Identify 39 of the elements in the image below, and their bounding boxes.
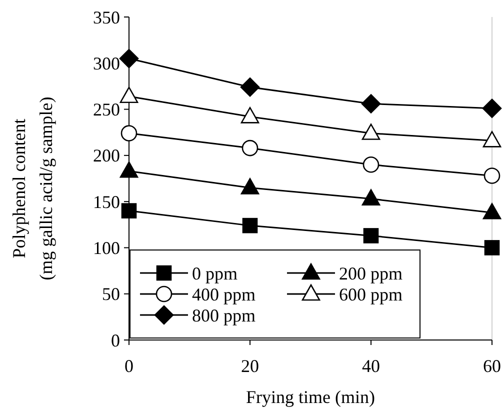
y-tick-label: 250 xyxy=(93,100,120,120)
legend-label: 600 ppm xyxy=(339,284,403,304)
y-tick-label: 200 xyxy=(93,146,120,166)
point xyxy=(120,125,138,142)
point xyxy=(362,124,380,140)
point xyxy=(242,140,258,156)
x-tick-label: 60 xyxy=(483,356,501,376)
y-tick-label: 300 xyxy=(93,53,120,74)
legend-label: 200 ppm xyxy=(339,263,403,284)
x-tick-label: 40 xyxy=(362,356,380,376)
x-axis-title: Frying time (min) xyxy=(246,387,375,407)
x-tick-label: 0 xyxy=(124,356,134,376)
point xyxy=(362,156,380,173)
point xyxy=(242,218,258,234)
point xyxy=(362,189,380,206)
point xyxy=(363,228,379,244)
point xyxy=(484,168,500,184)
y-axis-title: Polyphenol content (mg gallic acid/g sample) xyxy=(9,96,56,280)
point xyxy=(120,161,138,178)
point xyxy=(482,98,502,118)
point xyxy=(482,202,502,220)
legend-label: 400 ppm xyxy=(192,284,256,304)
point xyxy=(120,86,138,104)
y-tick-label: 100 xyxy=(93,238,120,258)
point xyxy=(361,94,381,114)
legend-label: 0 ppm xyxy=(192,263,238,284)
legend-label: 800 ppm xyxy=(192,305,256,326)
point xyxy=(484,240,500,256)
y-tick-label: 0 xyxy=(111,330,120,350)
point xyxy=(240,178,260,194)
point xyxy=(119,48,139,68)
point xyxy=(121,203,137,218)
point xyxy=(240,107,260,124)
point xyxy=(482,131,502,148)
y-tick-label: 150 xyxy=(93,192,120,212)
y-tick-label: 50 xyxy=(102,284,120,304)
x-tick-label: 20 xyxy=(241,356,259,376)
y-tick-label: 350 xyxy=(93,7,120,28)
point xyxy=(240,77,260,97)
